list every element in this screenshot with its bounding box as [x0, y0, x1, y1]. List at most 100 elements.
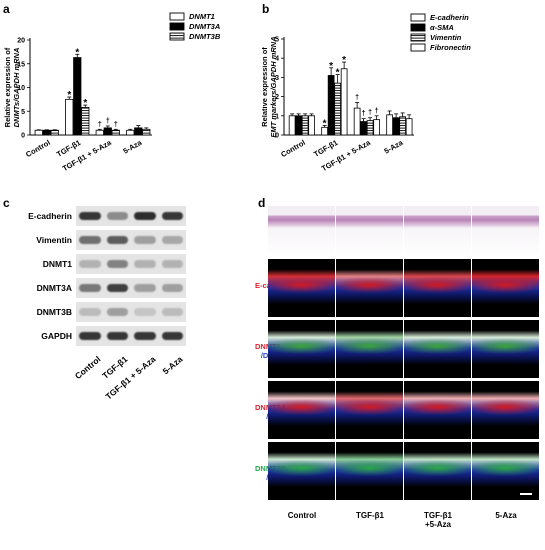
blot-band — [106, 212, 128, 220]
panel-letter-a: a — [3, 2, 10, 16]
blot-band — [106, 308, 128, 316]
bar — [366, 120, 374, 136]
legend-label: Fibronectin — [430, 43, 471, 52]
legend-label: DNMT3A — [189, 22, 220, 31]
y-tick-label: 15 — [17, 61, 25, 68]
blot-band — [106, 332, 128, 340]
he-stain-image — [404, 206, 471, 256]
micro-col-label: Control — [287, 511, 317, 520]
y-tick-label: 2 — [275, 94, 279, 101]
bar — [392, 117, 400, 136]
bar — [65, 98, 74, 136]
blot-strip — [76, 230, 186, 250]
panel-letter-c: c — [3, 196, 10, 210]
bar — [34, 129, 43, 136]
bar — [81, 107, 90, 136]
blot-lane-label: Control — [72, 354, 103, 382]
fluorescence-image — [268, 320, 335, 378]
blot-band — [79, 260, 101, 268]
significance-mark: † — [98, 121, 102, 128]
y-tick-label: 5 — [21, 109, 25, 116]
bar — [386, 114, 393, 136]
fluorescence-image — [336, 381, 403, 439]
blot-band — [134, 236, 156, 244]
fluorescence-image — [472, 381, 539, 439]
bar — [95, 129, 104, 136]
bar — [334, 82, 341, 136]
bar — [308, 115, 315, 136]
bar — [50, 129, 59, 136]
blot-strip — [76, 326, 186, 346]
significance-mark: * — [329, 61, 333, 72]
blot-band — [161, 332, 183, 340]
bar — [327, 75, 335, 136]
bar — [42, 129, 51, 136]
scale-bar — [520, 493, 532, 495]
y-tick-label: 5 — [275, 37, 279, 44]
bar — [73, 57, 82, 136]
significance-mark: † — [375, 108, 379, 115]
blot-row-label: DNMT1 — [42, 259, 72, 269]
y-axis-label: Relative expression ofEMT markers/GAPDH … — [262, 36, 278, 137]
micro-col-label: 5-Aza — [495, 511, 517, 520]
significance-mark: * — [83, 98, 87, 109]
blot-row-label: E-cadherin — [28, 211, 72, 221]
blot-row-label: GAPDH — [41, 331, 72, 341]
fluorescence-image — [268, 381, 335, 439]
y-axis-label: Relative expression ofDNMTs/GAPDH mRNA — [3, 47, 21, 127]
x-tick-label: 5-Aza — [383, 138, 406, 156]
legend-label: DNMT3B — [189, 32, 221, 41]
he-stain-image — [268, 206, 335, 256]
x-tick-label: Control — [24, 138, 52, 159]
panel-letter-b: b — [262, 2, 270, 16]
bar — [340, 68, 348, 136]
fluorescence-image — [472, 320, 539, 378]
blot-row-label: DNMT3A — [36, 283, 72, 293]
bar — [360, 121, 367, 136]
significance-mark: † — [362, 111, 366, 118]
blot-band — [161, 284, 183, 292]
chart-emt-markers: Relative expression ofEMT markers/GAPDH … — [262, 13, 471, 173]
microscopy-panel: E-cadherin/DAPIDNMT1/DAPIDNMT3A/DAPIDNMT… — [255, 196, 545, 550]
significance-mark: † — [106, 118, 110, 125]
y-tick-label: 20 — [17, 38, 25, 45]
fluorescence-image — [336, 259, 403, 317]
blot-band — [79, 332, 101, 340]
blot-band — [106, 260, 128, 268]
significance-mark: † — [368, 110, 372, 117]
bar — [142, 128, 151, 136]
panel-letter-d: d — [258, 196, 266, 210]
blot-band — [106, 236, 128, 244]
blot-band — [134, 308, 156, 316]
blot-lane-label: TGF-β1 + 5-Aza — [103, 354, 158, 402]
he-stain-image — [472, 206, 539, 256]
y-tick-label: 4 — [275, 56, 279, 63]
blot-strip — [76, 302, 186, 322]
legend-swatch — [169, 12, 185, 21]
fluorescence-image — [404, 442, 471, 500]
significance-mark: * — [342, 55, 346, 66]
legend-label: α-SMA — [430, 23, 454, 32]
blot-strip — [76, 254, 186, 274]
fluorescence-image — [472, 442, 539, 500]
fluorescence-image — [404, 259, 471, 317]
blot-band — [134, 332, 156, 340]
y-tick-label: 10 — [17, 85, 25, 92]
y-tick-label: 1 — [275, 113, 279, 120]
bar — [126, 129, 135, 136]
bar — [103, 127, 112, 136]
fluorescence-image — [336, 442, 403, 500]
y-tick-label: 0 — [275, 133, 279, 140]
blot-strip — [76, 278, 186, 298]
bar — [111, 129, 120, 136]
legend-swatch — [410, 23, 426, 32]
blot-band — [161, 236, 183, 244]
micro-col-label: TGF-β1 +5-Aza — [424, 511, 452, 529]
blot-row-label: Vimentin — [36, 235, 72, 245]
y-tick-label: 0 — [21, 133, 25, 140]
legend-label: Vimentin — [430, 33, 462, 42]
bar — [373, 119, 380, 136]
bar — [295, 115, 302, 136]
significance-mark: † — [355, 94, 359, 101]
blot-band — [134, 284, 156, 292]
